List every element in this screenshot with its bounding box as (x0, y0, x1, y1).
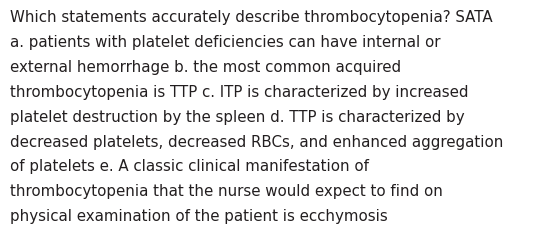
Text: of platelets e. A classic clinical manifestation of: of platelets e. A classic clinical manif… (10, 159, 369, 174)
Text: thrombocytopenia that the nurse would expect to find on: thrombocytopenia that the nurse would ex… (10, 183, 443, 198)
Text: a. patients with platelet deficiencies can have internal or: a. patients with platelet deficiencies c… (10, 35, 441, 50)
Text: external hemorrhage b. the most common acquired: external hemorrhage b. the most common a… (10, 60, 401, 75)
Text: decreased platelets, decreased RBCs, and enhanced aggregation: decreased platelets, decreased RBCs, and… (10, 134, 503, 149)
Text: platelet destruction by the spleen d. TTP is characterized by: platelet destruction by the spleen d. TT… (10, 109, 465, 124)
Text: thrombocytopenia is TTP c. ITP is characterized by increased: thrombocytopenia is TTP c. ITP is charac… (10, 85, 469, 99)
Text: physical examination of the patient is ecchymosis: physical examination of the patient is e… (10, 208, 388, 223)
Text: Which statements accurately describe thrombocytopenia? SATA: Which statements accurately describe thr… (10, 10, 493, 25)
